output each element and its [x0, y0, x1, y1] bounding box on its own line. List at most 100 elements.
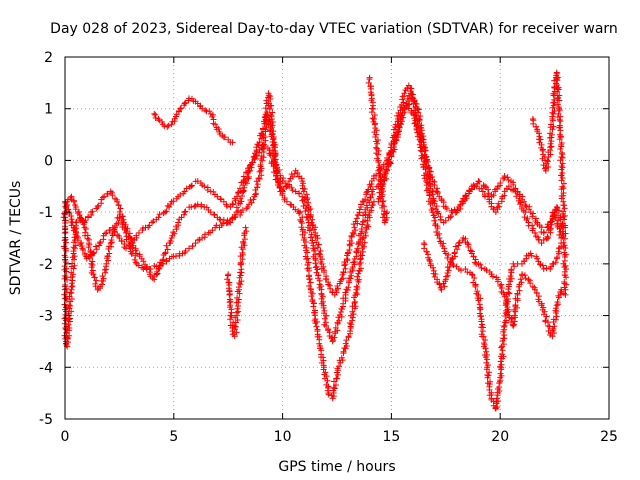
data-point	[65, 321, 72, 328]
data-point	[270, 163, 277, 170]
data-point	[429, 191, 436, 198]
data-point	[223, 203, 230, 210]
y-tick-label: -5	[39, 412, 53, 428]
data-point	[500, 341, 507, 348]
data-point	[450, 262, 457, 269]
data-point	[303, 191, 310, 198]
data-point	[189, 242, 196, 249]
data-point	[344, 287, 351, 294]
data-point	[364, 204, 371, 211]
data-point	[421, 245, 428, 252]
data-point	[384, 209, 391, 216]
data-point	[427, 168, 434, 175]
y-tick-label: 1	[44, 102, 53, 118]
data-point	[243, 228, 250, 235]
data-point	[325, 391, 332, 398]
data-point	[167, 237, 174, 244]
data-point	[241, 184, 248, 191]
data-point	[362, 229, 369, 236]
data-point	[248, 199, 255, 206]
data-point	[530, 120, 537, 127]
data-point	[413, 101, 420, 108]
data-point	[243, 169, 250, 176]
data-point	[70, 198, 77, 205]
data-point	[95, 202, 102, 209]
data-point	[376, 166, 383, 173]
data-point	[94, 203, 101, 210]
data-point	[207, 209, 214, 216]
data-point	[521, 272, 528, 279]
data-point	[375, 167, 382, 174]
data-point	[553, 313, 560, 320]
data-point	[444, 270, 451, 277]
data-point	[199, 105, 206, 112]
data-point	[221, 134, 228, 141]
data-point	[253, 184, 260, 191]
data-point	[544, 233, 551, 240]
data-point	[556, 136, 563, 143]
data-point	[537, 136, 544, 143]
data-point	[201, 183, 208, 190]
data-point	[334, 283, 341, 290]
data-point	[436, 235, 443, 241]
data-point	[394, 129, 401, 136]
data-point	[229, 200, 236, 207]
data-point	[476, 178, 483, 185]
data-point	[561, 216, 568, 223]
data-point	[349, 317, 356, 324]
data-point	[91, 274, 98, 281]
data-point	[508, 266, 515, 273]
data-point	[554, 101, 561, 108]
data-point	[561, 235, 568, 242]
data-point	[560, 192, 567, 199]
data-point	[107, 240, 114, 247]
data-point	[109, 192, 116, 199]
data-point	[66, 324, 73, 331]
data-point	[499, 351, 506, 358]
data-point	[280, 175, 287, 182]
data-point	[358, 225, 365, 232]
data-point	[483, 267, 490, 274]
data-point	[304, 195, 311, 201]
data-point	[329, 337, 336, 344]
data-point	[359, 221, 366, 228]
data-point	[80, 246, 87, 253]
data-point	[367, 194, 374, 201]
data-point	[514, 188, 521, 195]
x-tick-label: 0	[61, 429, 70, 445]
data-point	[99, 194, 106, 201]
data-point	[233, 329, 240, 336]
data-point	[271, 141, 278, 148]
data-point	[554, 299, 561, 306]
data-point	[484, 186, 491, 193]
data-point	[65, 206, 72, 213]
data-point	[401, 90, 408, 97]
data-point	[555, 248, 562, 255]
data-point	[553, 302, 560, 309]
data-point	[532, 229, 539, 236]
data-point	[418, 139, 425, 146]
data-point	[296, 210, 303, 217]
data-point	[316, 250, 323, 257]
data-point	[115, 202, 122, 209]
data-point	[516, 287, 523, 294]
data-point	[518, 271, 525, 278]
data-point	[357, 265, 364, 272]
data-point	[536, 133, 543, 140]
data-point	[544, 157, 551, 164]
data-point	[549, 333, 556, 340]
data-point	[368, 109, 375, 116]
data-point	[72, 242, 79, 249]
data-point	[395, 123, 402, 130]
data-point	[553, 69, 560, 76]
data-point	[85, 213, 92, 220]
data-point	[375, 159, 382, 166]
data-point	[133, 250, 140, 257]
data-point	[518, 279, 525, 286]
data-point	[475, 297, 482, 304]
data-point	[188, 182, 195, 189]
data-point	[478, 185, 485, 192]
data-point	[318, 354, 325, 361]
data-point	[175, 219, 182, 226]
data-point	[92, 243, 99, 250]
